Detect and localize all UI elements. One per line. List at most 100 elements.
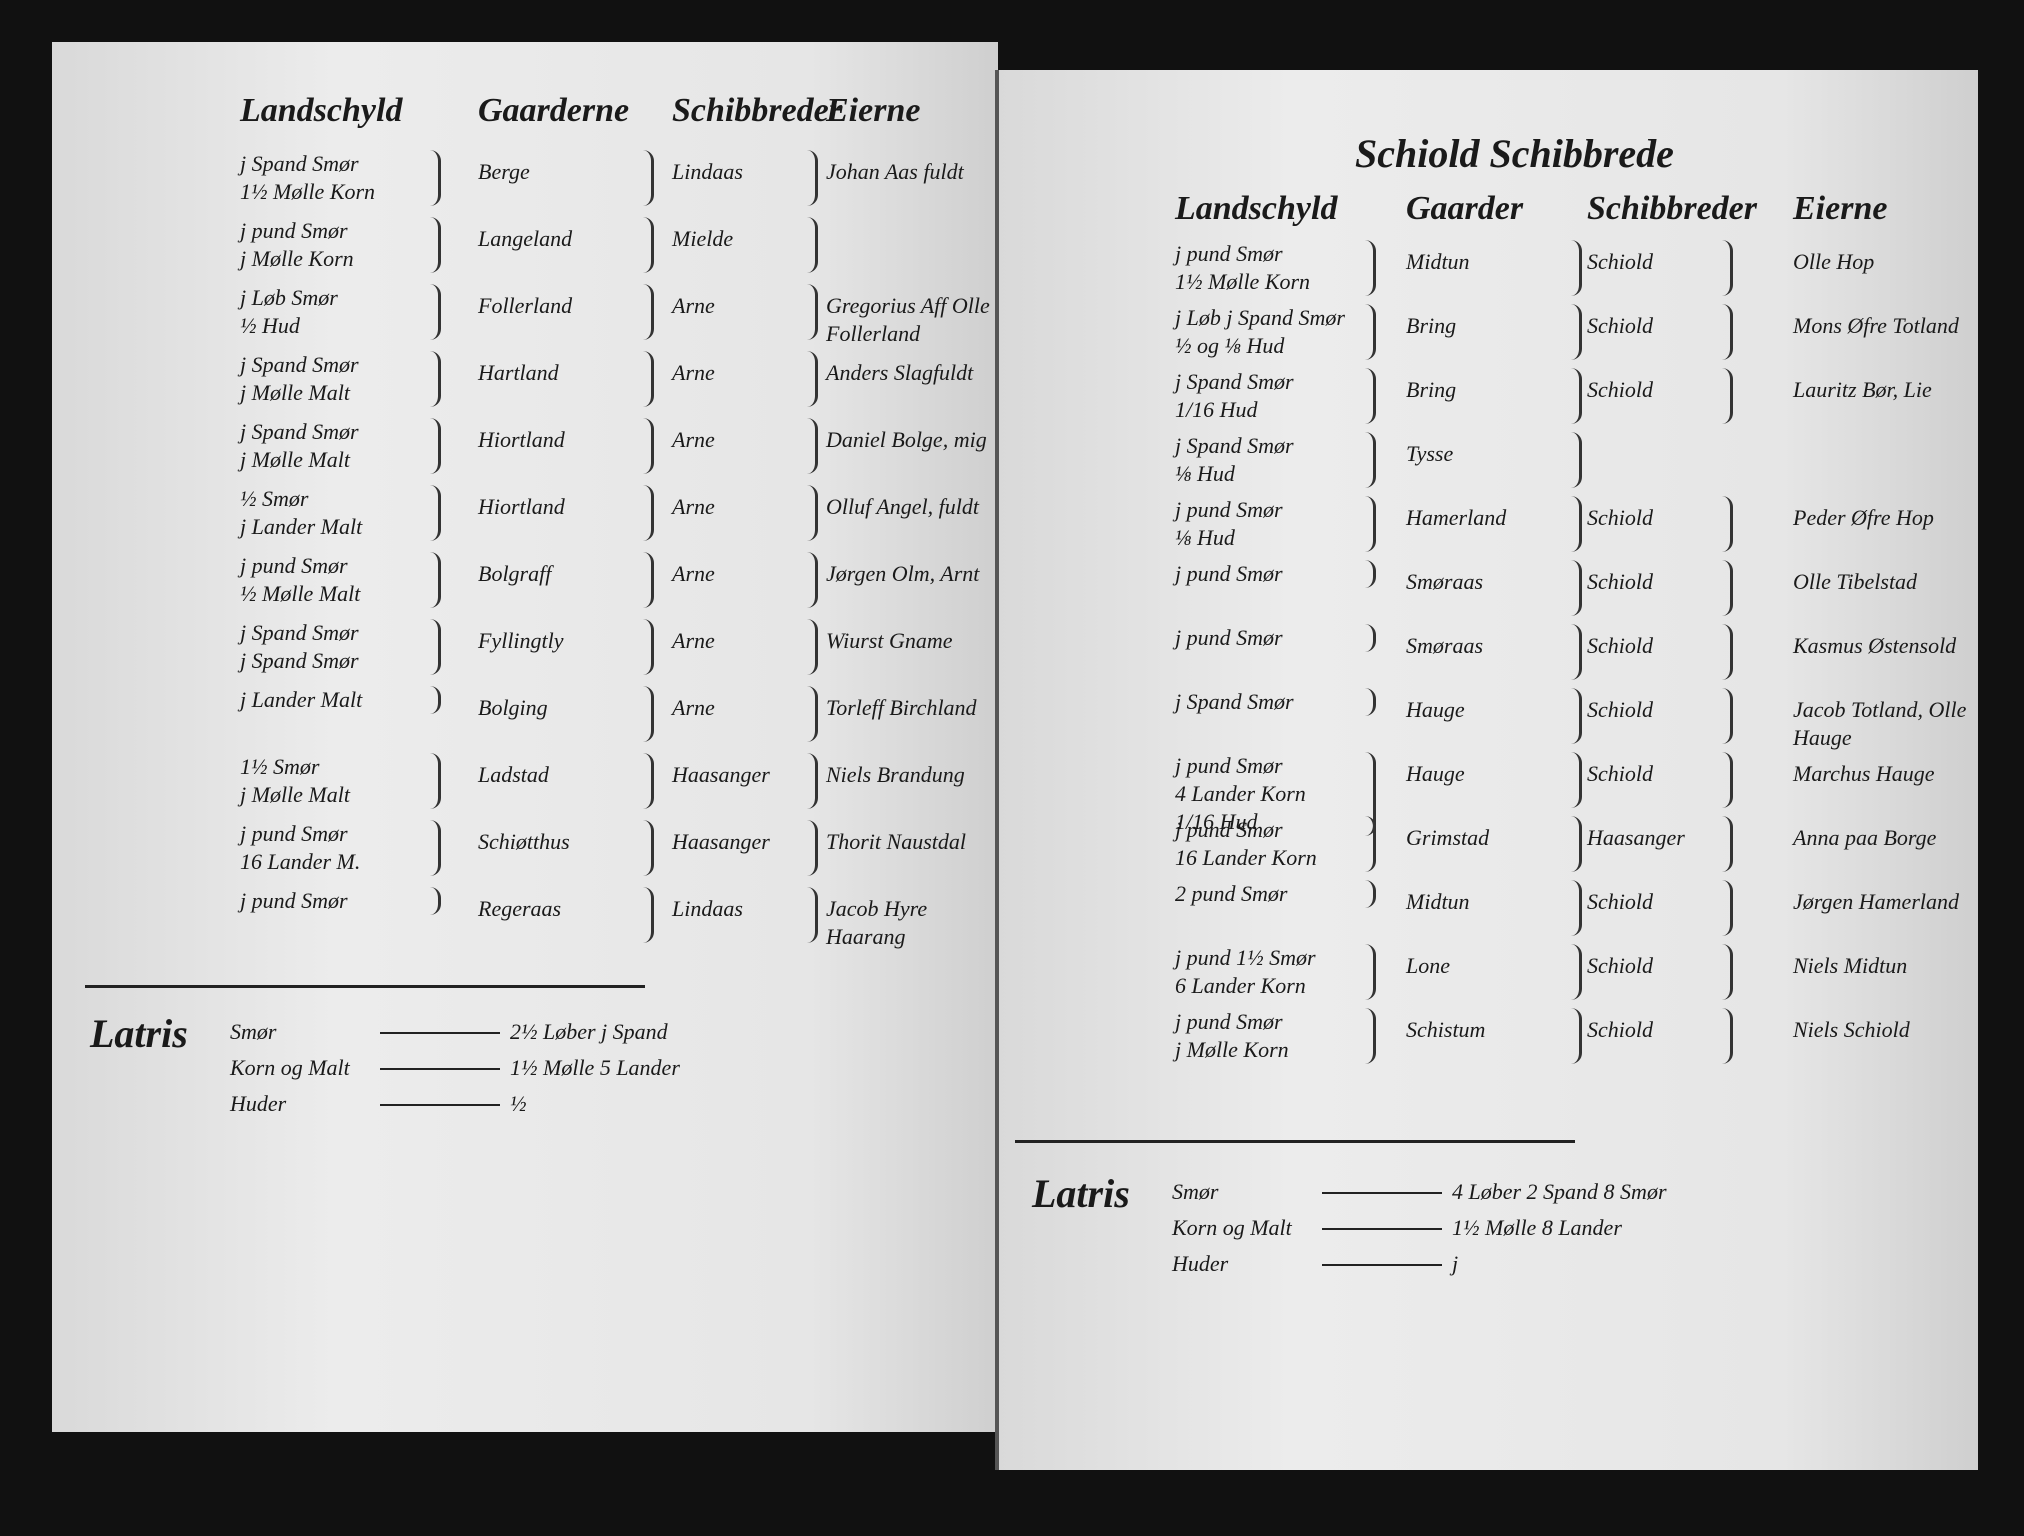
- brace: [1722, 304, 1733, 360]
- brace: [1571, 880, 1582, 936]
- skipreide: Schiold: [1587, 761, 1653, 786]
- skipreide: Schiold: [1587, 313, 1653, 338]
- farm-name: Regeraas: [478, 896, 562, 921]
- owner: Wiurst Gname: [826, 628, 953, 653]
- landschyld-line: j pund Smør: [1175, 241, 1283, 266]
- brace: [1571, 816, 1582, 872]
- farm-name: Ladstad: [478, 762, 549, 787]
- farm-name: Smøraas: [1406, 633, 1484, 658]
- skipreide: Schiold: [1587, 377, 1653, 402]
- farm-name: Berge: [478, 159, 530, 184]
- farm-name: Bring: [1406, 313, 1457, 338]
- skipreide: Arne: [672, 695, 715, 720]
- landschyld-line: 1/16 Hud: [1175, 397, 1258, 422]
- landschyld-line: 1/16 Hud: [1175, 809, 1258, 834]
- landschyld-line: j Spand Smør: [240, 419, 359, 444]
- farm-name: Bring: [1406, 377, 1457, 402]
- brace: [1722, 688, 1733, 744]
- tally-item: Smør: [230, 1019, 277, 1044]
- skipreide: Schiold: [1587, 889, 1653, 914]
- brace: [643, 217, 654, 273]
- landschyld-line: j Spand Smør: [240, 648, 359, 673]
- landschyld-line: 1½ Mølle Korn: [1175, 269, 1311, 294]
- owner: Jacob Hyre Haarang: [826, 896, 928, 949]
- brace: [643, 150, 654, 206]
- landschyld-line: 6 Lander Korn: [1175, 973, 1306, 998]
- brace: [643, 619, 654, 675]
- landschyld-line: j Mølle Malt: [240, 447, 350, 472]
- brace: [643, 552, 654, 608]
- landschyld-line: j pund Smør: [240, 218, 348, 243]
- brace: [643, 820, 654, 876]
- tally-amount: 1½ Mølle 5 Lander: [510, 1055, 680, 1080]
- brace: [807, 820, 818, 876]
- farm-name: Fyllingtly: [478, 628, 564, 653]
- tally-amount: 2½ Løber j Spand: [510, 1019, 668, 1044]
- brace: [1365, 880, 1376, 908]
- brace: [1722, 880, 1733, 936]
- owner: Jørgen Hamerland: [1793, 889, 1959, 914]
- landschyld-line: j pund Smør: [1175, 561, 1283, 586]
- brace: [1571, 368, 1582, 424]
- skipreide: Haasanger: [1587, 825, 1685, 850]
- left-leaf: [52, 42, 998, 1432]
- landschyld-line: 1½ Mølle Korn: [240, 179, 376, 204]
- farm-name: Tysse: [1406, 441, 1454, 466]
- rule: [1322, 1264, 1442, 1266]
- landschyld-line: ½ og ⅛ Hud: [1175, 333, 1285, 358]
- skipreide: Arne: [672, 360, 715, 385]
- brace: [807, 753, 818, 809]
- brace: [643, 753, 654, 809]
- landschyld-line: j pund Smør: [1175, 497, 1283, 522]
- brace: [1365, 944, 1376, 1000]
- owner: Olle Hop: [1793, 249, 1875, 274]
- skipreide: Lindaas: [672, 159, 743, 184]
- farm-name: Bolging: [478, 695, 548, 720]
- fold: [995, 70, 999, 1470]
- right-leaf: [998, 70, 1978, 1470]
- tally-item: Huder: [230, 1091, 287, 1116]
- brace: [430, 552, 441, 608]
- column-header: Landschyld: [1175, 190, 1338, 227]
- brace: [430, 418, 441, 474]
- brace: [1571, 496, 1582, 552]
- brace: [430, 217, 441, 273]
- tally-amount: 1½ Mølle 8 Lander: [1452, 1215, 1622, 1240]
- brace: [1722, 496, 1733, 552]
- brace: [807, 418, 818, 474]
- farm-name: Smøraas: [1406, 569, 1484, 594]
- skipreide: Mielde: [672, 226, 734, 251]
- tally-item: Korn og Malt: [230, 1055, 350, 1080]
- rule: [1322, 1228, 1442, 1230]
- page-title: Schiold Schibbrede: [1355, 131, 1674, 176]
- skipreide: Schiold: [1587, 697, 1653, 722]
- landschyld-line: j pund Smør: [240, 888, 348, 913]
- brace: [1365, 496, 1376, 552]
- farm-name: Langeland: [478, 226, 573, 251]
- landschyld-line: ⅛ Hud: [1175, 461, 1235, 486]
- farm-name: Hartland: [478, 360, 559, 385]
- landschyld-line: j Spand Smør: [240, 620, 359, 645]
- farm-name: Grimstad: [1406, 825, 1490, 850]
- owner: Mons Øfre Totland: [1793, 313, 1959, 338]
- rule: [1015, 1140, 1575, 1143]
- brace: [1365, 432, 1376, 488]
- owner: Gregorius Aff Olle Follerland: [826, 293, 990, 346]
- brace: [1571, 1008, 1582, 1064]
- brace: [1571, 432, 1582, 488]
- landschyld-line: 16 Lander M.: [240, 849, 361, 874]
- landschyld-line: 16 Lander Korn: [1175, 845, 1317, 870]
- column-header: Schibbreder: [1587, 190, 1757, 227]
- brace: [1365, 1008, 1376, 1064]
- tally-item: Smør: [1172, 1179, 1219, 1204]
- brace: [807, 351, 818, 407]
- brace: [1365, 752, 1376, 836]
- rule: [1322, 1192, 1442, 1194]
- skipreide: Arne: [672, 427, 715, 452]
- brace: [807, 619, 818, 675]
- brace: [643, 485, 654, 541]
- brace: [1365, 816, 1376, 872]
- landschyld-line: j Løb Smør: [240, 285, 338, 310]
- landschyld-line: j pund Smør: [1175, 1009, 1283, 1034]
- brace: [1571, 240, 1582, 296]
